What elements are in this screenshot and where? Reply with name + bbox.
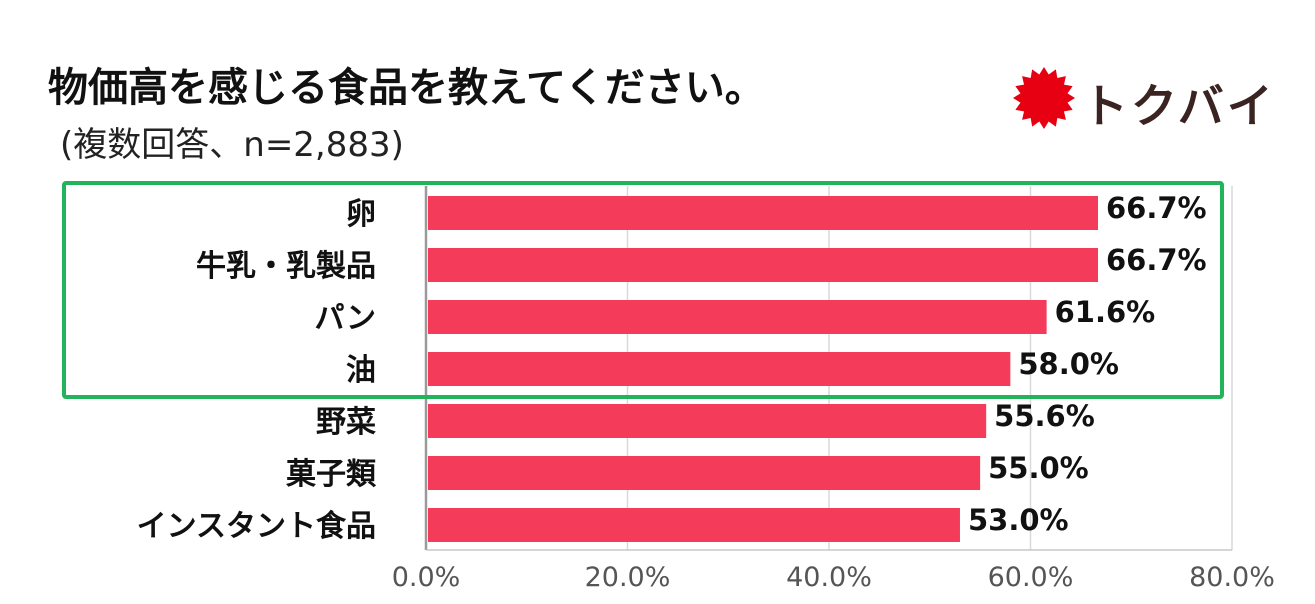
- category-label: 野菜: [316, 405, 376, 440]
- value-label: 61.6%: [1055, 295, 1156, 329]
- highlight-box: [62, 181, 1224, 399]
- chart-subtitle: (複数回答、n=2,883): [60, 125, 404, 165]
- category-label: 卵: [346, 197, 376, 232]
- value-label: 55.6%: [994, 399, 1095, 433]
- category-label: インスタント食品: [137, 509, 376, 544]
- x-tick-label: 0.0%: [392, 562, 461, 593]
- logo-text: トクバイ: [1082, 79, 1276, 133]
- x-tick-label: 80.0%: [1189, 562, 1275, 593]
- value-label: 58.0%: [1018, 347, 1119, 381]
- bar: [428, 196, 1099, 230]
- bar: [428, 248, 1099, 282]
- category-label: 牛乳・乳製品: [196, 249, 376, 284]
- sun-burst-icon: [1013, 67, 1075, 129]
- bar: [428, 352, 1011, 386]
- bar: [428, 456, 981, 490]
- chart-title: 物価高を感じる食品を教えてください。: [48, 65, 765, 111]
- value-label: 66.7%: [1106, 243, 1207, 277]
- value-label: 53.0%: [968, 503, 1069, 537]
- category-label: 油: [346, 353, 376, 388]
- value-label: 66.7%: [1106, 191, 1207, 225]
- x-tick-label: 40.0%: [786, 562, 872, 593]
- category-label: 菓子類: [285, 457, 377, 492]
- x-tick-label: 20.0%: [585, 562, 671, 593]
- value-label: 55.0%: [988, 451, 1089, 485]
- bar: [428, 300, 1047, 334]
- tokubai-logo: トクバイ: [1012, 66, 1273, 133]
- bar: [428, 508, 960, 542]
- category-label: パン: [315, 301, 377, 336]
- bar: [428, 404, 987, 438]
- x-tick-label: 60.0%: [988, 562, 1074, 593]
